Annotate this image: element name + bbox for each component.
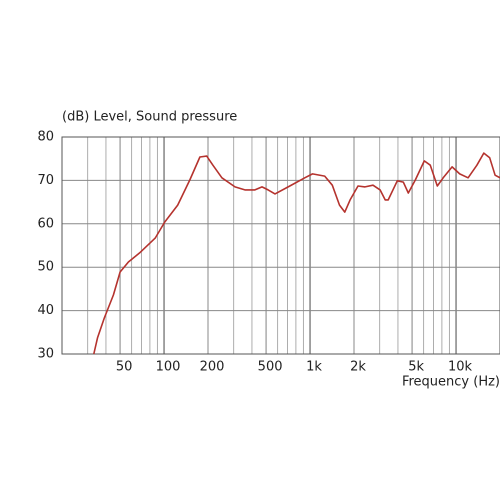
y-tick-label: 70 [37,173,54,188]
plot-frame [61,136,500,355]
y-tick-label: 30 [37,347,54,362]
x-tick-label: 50 [116,360,133,375]
response-curve [93,152,500,355]
x-tick-label: 1k [306,360,322,375]
x-tick-label: 500 [258,360,283,375]
x-tick-label: 100 [156,360,181,375]
x-tick-label: 200 [200,360,225,375]
y-tick-label: 80 [37,130,54,145]
y-tick-label: 60 [37,216,54,231]
y-tick-label: 50 [37,260,54,275]
x-axis-label: Frequency (Hz) [402,375,500,390]
chart-title: (dB) Level, Sound pressure [62,110,237,125]
x-tick-label: 5k [408,360,424,375]
y-tick-label: 40 [37,303,54,318]
x-tick-label: 2k [350,360,366,375]
x-tick-label: 10k [448,360,473,375]
